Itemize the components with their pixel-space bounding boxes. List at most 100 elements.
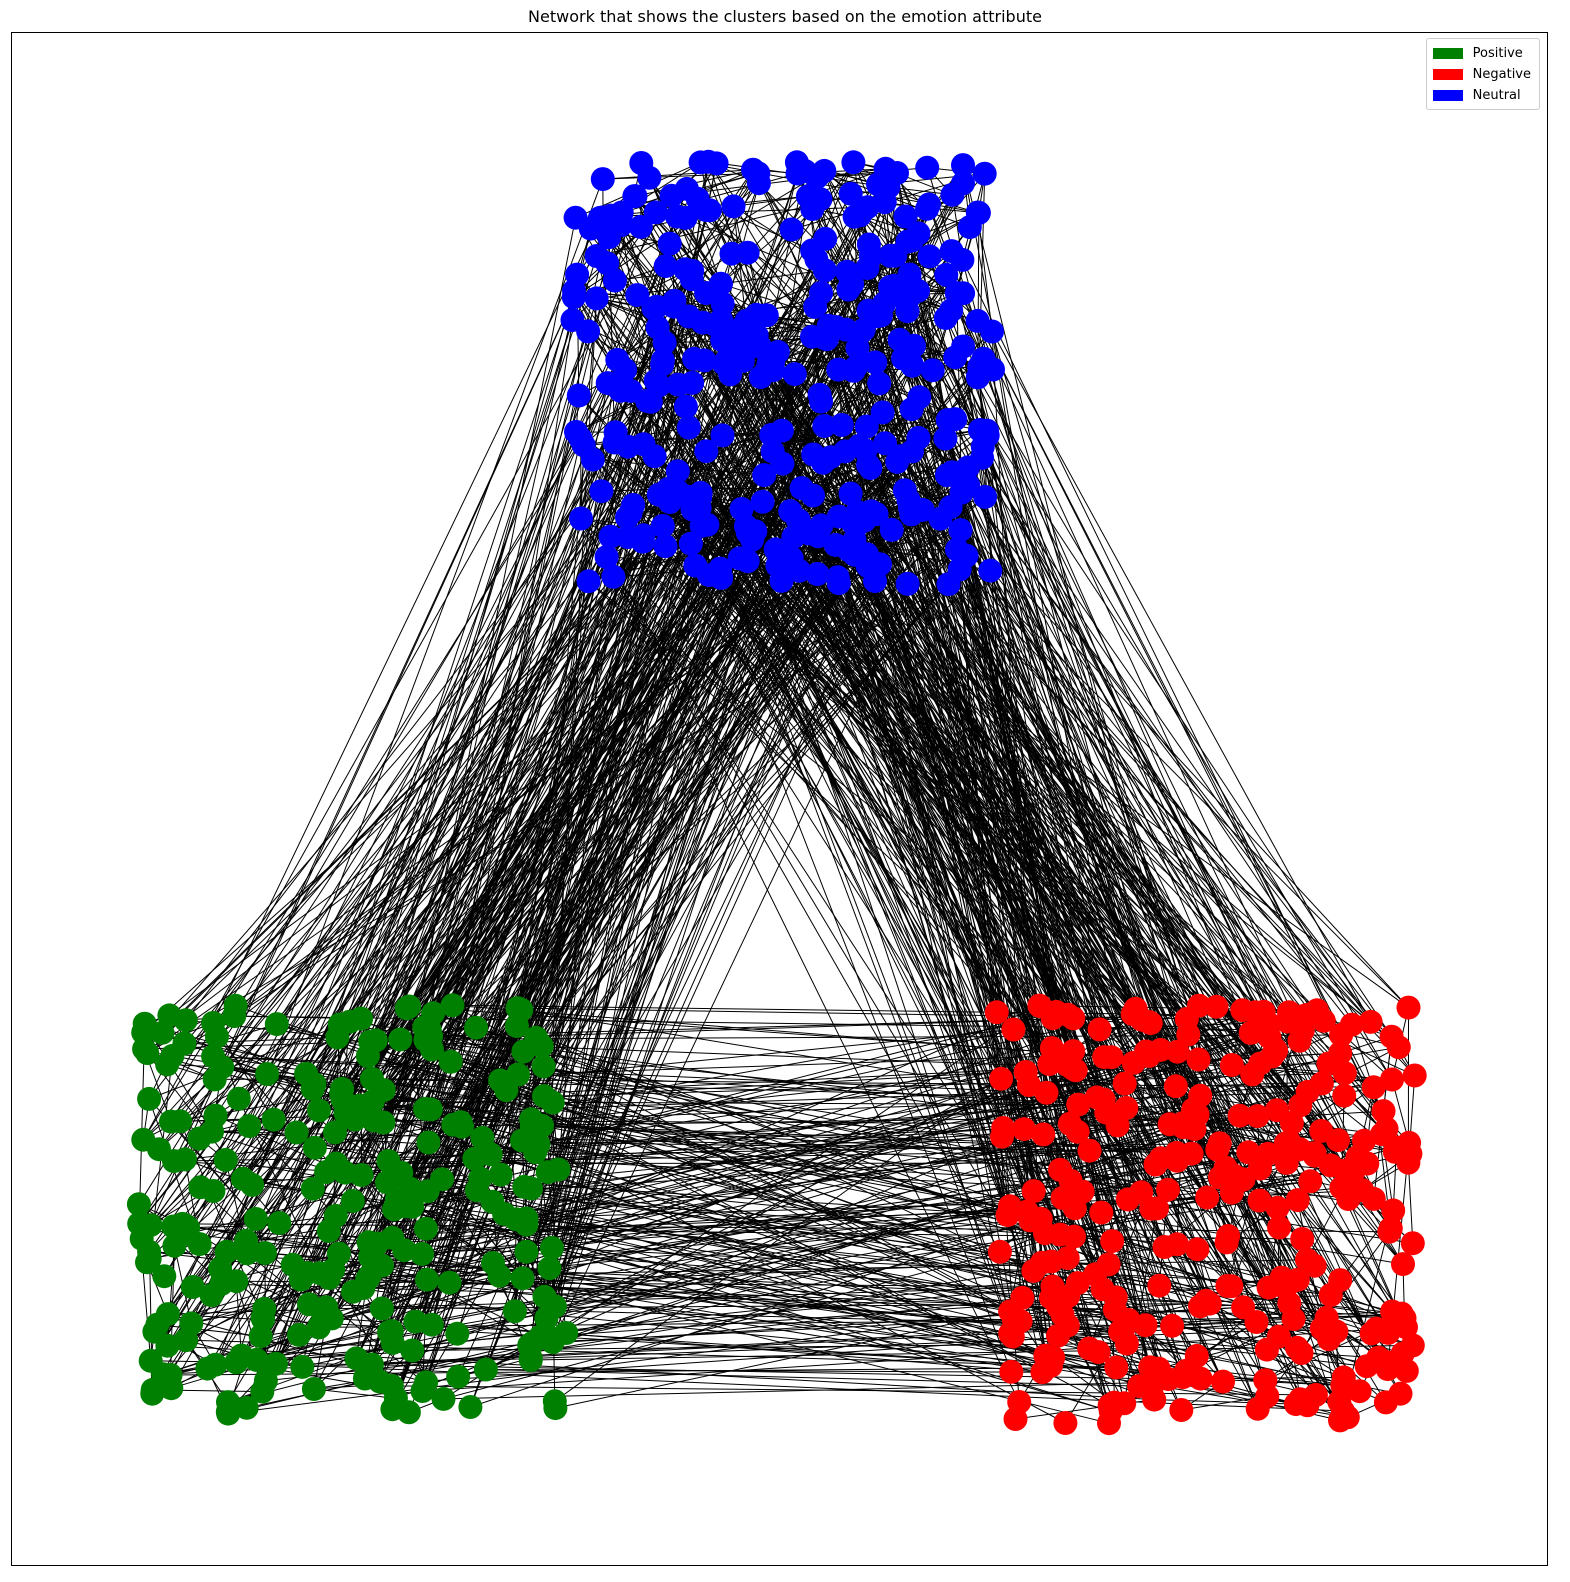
node-negative [1330,1373,1355,1398]
node-positive [159,1376,184,1401]
node-negative [1195,1185,1220,1210]
node-negative [1083,1262,1108,1287]
node-negative [1291,1004,1316,1029]
node-neutral [864,304,889,329]
node-neutral [873,431,897,456]
node-positive [520,1330,545,1355]
node-neutral [659,183,684,208]
node-neutral [782,362,807,387]
node-positive [542,1389,567,1414]
node-negative [1061,1039,1086,1064]
node-positive [290,1354,315,1379]
legend-swatch-negative [1432,69,1463,80]
network-edge [747,532,1409,1009]
network-edge [404,1205,1111,1412]
node-positive [504,1014,529,1038]
node-negative [1216,1224,1241,1248]
node-negative [1277,1291,1302,1316]
node-neutral [779,217,804,242]
node-negative [1298,1169,1323,1194]
network-edge [301,510,791,1368]
node-neutral [680,370,705,395]
network-edge [276,1023,1393,1312]
node-negative [1227,1103,1252,1128]
node-neutral [662,294,686,319]
node-positive [510,1266,535,1291]
node-neutral [975,418,999,443]
network-edge [490,369,839,1155]
node-negative [1031,1122,1056,1147]
node-negative [1185,1237,1210,1262]
node-positive [514,1239,539,1264]
node-neutral [625,283,650,308]
node-positive [168,1109,193,1134]
network-edge [620,225,652,402]
node-neutral [859,244,883,269]
node-negative [1288,1387,1313,1412]
node-neutral [770,451,795,476]
node-neutral [935,408,960,432]
node-negative [1105,1113,1130,1138]
node-negative [1015,1199,1039,1224]
network-edge [371,511,858,1365]
nodes-layer [126,149,1427,1436]
node-negative [1394,1315,1418,1340]
network-edge [792,536,1330,1340]
node-positive [414,1216,438,1241]
node-positive [546,1157,571,1182]
network-edge [265,217,686,1381]
node-negative [1248,1156,1272,1181]
legend-label-negative: Negative [1472,67,1531,82]
node-neutral [613,357,638,382]
node-positive [201,1044,226,1069]
node-neutral [562,279,586,303]
node-positive [314,1295,339,1320]
network-edge [352,228,592,1292]
network-edge [188,1197,1208,1229]
node-neutral [729,497,754,521]
node-negative [1361,1075,1386,1100]
network-edge [608,237,1009,1216]
network-edge [149,1046,1399,1260]
node-negative [1050,1186,1075,1210]
node-neutral [589,479,614,504]
node-neutral [710,423,735,448]
network-edge [516,359,618,1027]
node-neutral [811,450,835,475]
legend-swatch-neutral [1432,90,1463,101]
node-positive [250,1379,275,1404]
node-neutral [933,306,958,330]
node-neutral [838,181,863,206]
node-positive [470,1125,495,1150]
node-neutral [621,493,646,517]
node-positive [531,1054,556,1079]
node-neutral [933,426,958,451]
node-neutral [907,385,932,410]
network-edge [514,1310,1183,1378]
node-negative [1039,1249,1064,1274]
node-negative [1211,1369,1235,1394]
node-negative [1046,1294,1071,1319]
network-edge [369,259,963,1042]
node-negative [1390,1341,1415,1366]
node-neutral [800,197,825,221]
node-neutral [740,527,765,552]
node-positive [138,1348,163,1373]
network-edge [899,455,1409,1008]
node-neutral [721,194,746,219]
network-edge [371,1313,1402,1365]
node-neutral [854,414,879,439]
node-neutral [673,394,698,419]
node-positive [306,1098,331,1123]
network-edge [211,1131,1315,1157]
network-edge [747,252,824,338]
node-neutral [812,258,837,283]
node-neutral [787,558,812,583]
node-negative [989,1066,1014,1091]
node-neutral [653,254,678,279]
node-negative [1265,1195,1290,1220]
node-negative [1345,1144,1370,1169]
network-edge [911,365,1393,1080]
network-edge [432,1012,1269,1289]
node-neutral [673,205,698,230]
